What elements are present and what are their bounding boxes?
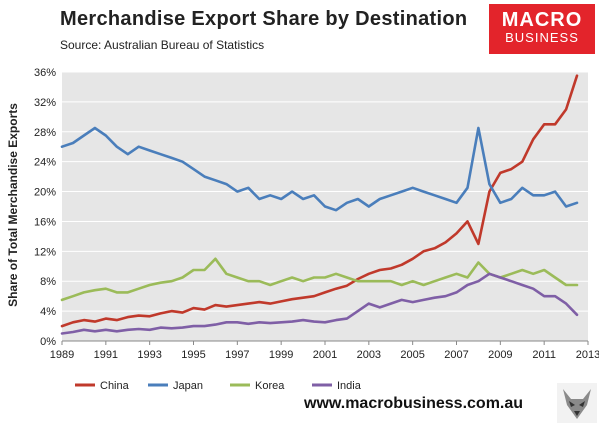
legend-label-korea: Korea [255, 380, 285, 392]
y-tick-label: 36% [34, 67, 56, 79]
wolf-mascot-icon [557, 383, 597, 423]
macrobusiness-logo: MACRO BUSINESS [489, 4, 595, 54]
source-note: Source: Australian Bureau of Statistics [60, 38, 265, 52]
chart-title: Merchandise Export Share by Destination [60, 8, 468, 30]
x-tick-label: 2001 [313, 349, 337, 361]
y-tick-label: 4% [40, 306, 56, 318]
y-tick-label: 28% [34, 127, 56, 139]
x-tick-label: 1993 [137, 349, 161, 361]
y-tick-label: 8% [40, 276, 56, 288]
x-tick-label: 1991 [94, 349, 118, 361]
y-tick-label: 12% [34, 246, 56, 258]
x-tick-label: 2005 [400, 349, 424, 361]
x-tick-label: 2011 [532, 349, 556, 361]
x-tick-label: 1989 [50, 349, 74, 361]
x-tick-label: 2013 [576, 349, 599, 361]
y-tick-label: 24% [34, 157, 56, 169]
x-tick-label: 2009 [488, 349, 512, 361]
legend-label-china: China [100, 380, 130, 392]
legend-label-japan: Japan [173, 380, 203, 392]
website-url: www.macrobusiness.com.au [304, 395, 524, 412]
legend-label-india: India [337, 380, 362, 392]
x-tick-label: 1999 [269, 349, 293, 361]
x-tick-label: 2007 [444, 349, 468, 361]
y-tick-label: 16% [34, 216, 56, 228]
logo-line-2: BUSINESS [505, 30, 579, 45]
logo-line-1: MACRO [501, 9, 583, 31]
x-tick-label: 2003 [357, 349, 381, 361]
y-tick-label: 32% [34, 97, 56, 109]
y-tick-label: 0% [40, 336, 56, 348]
series-line-japan [60, 126, 579, 212]
x-tick-label: 1995 [181, 349, 205, 361]
x-tick-label: 1997 [225, 349, 249, 361]
y-tick-label: 20% [34, 187, 56, 199]
series-line-india [60, 272, 579, 335]
